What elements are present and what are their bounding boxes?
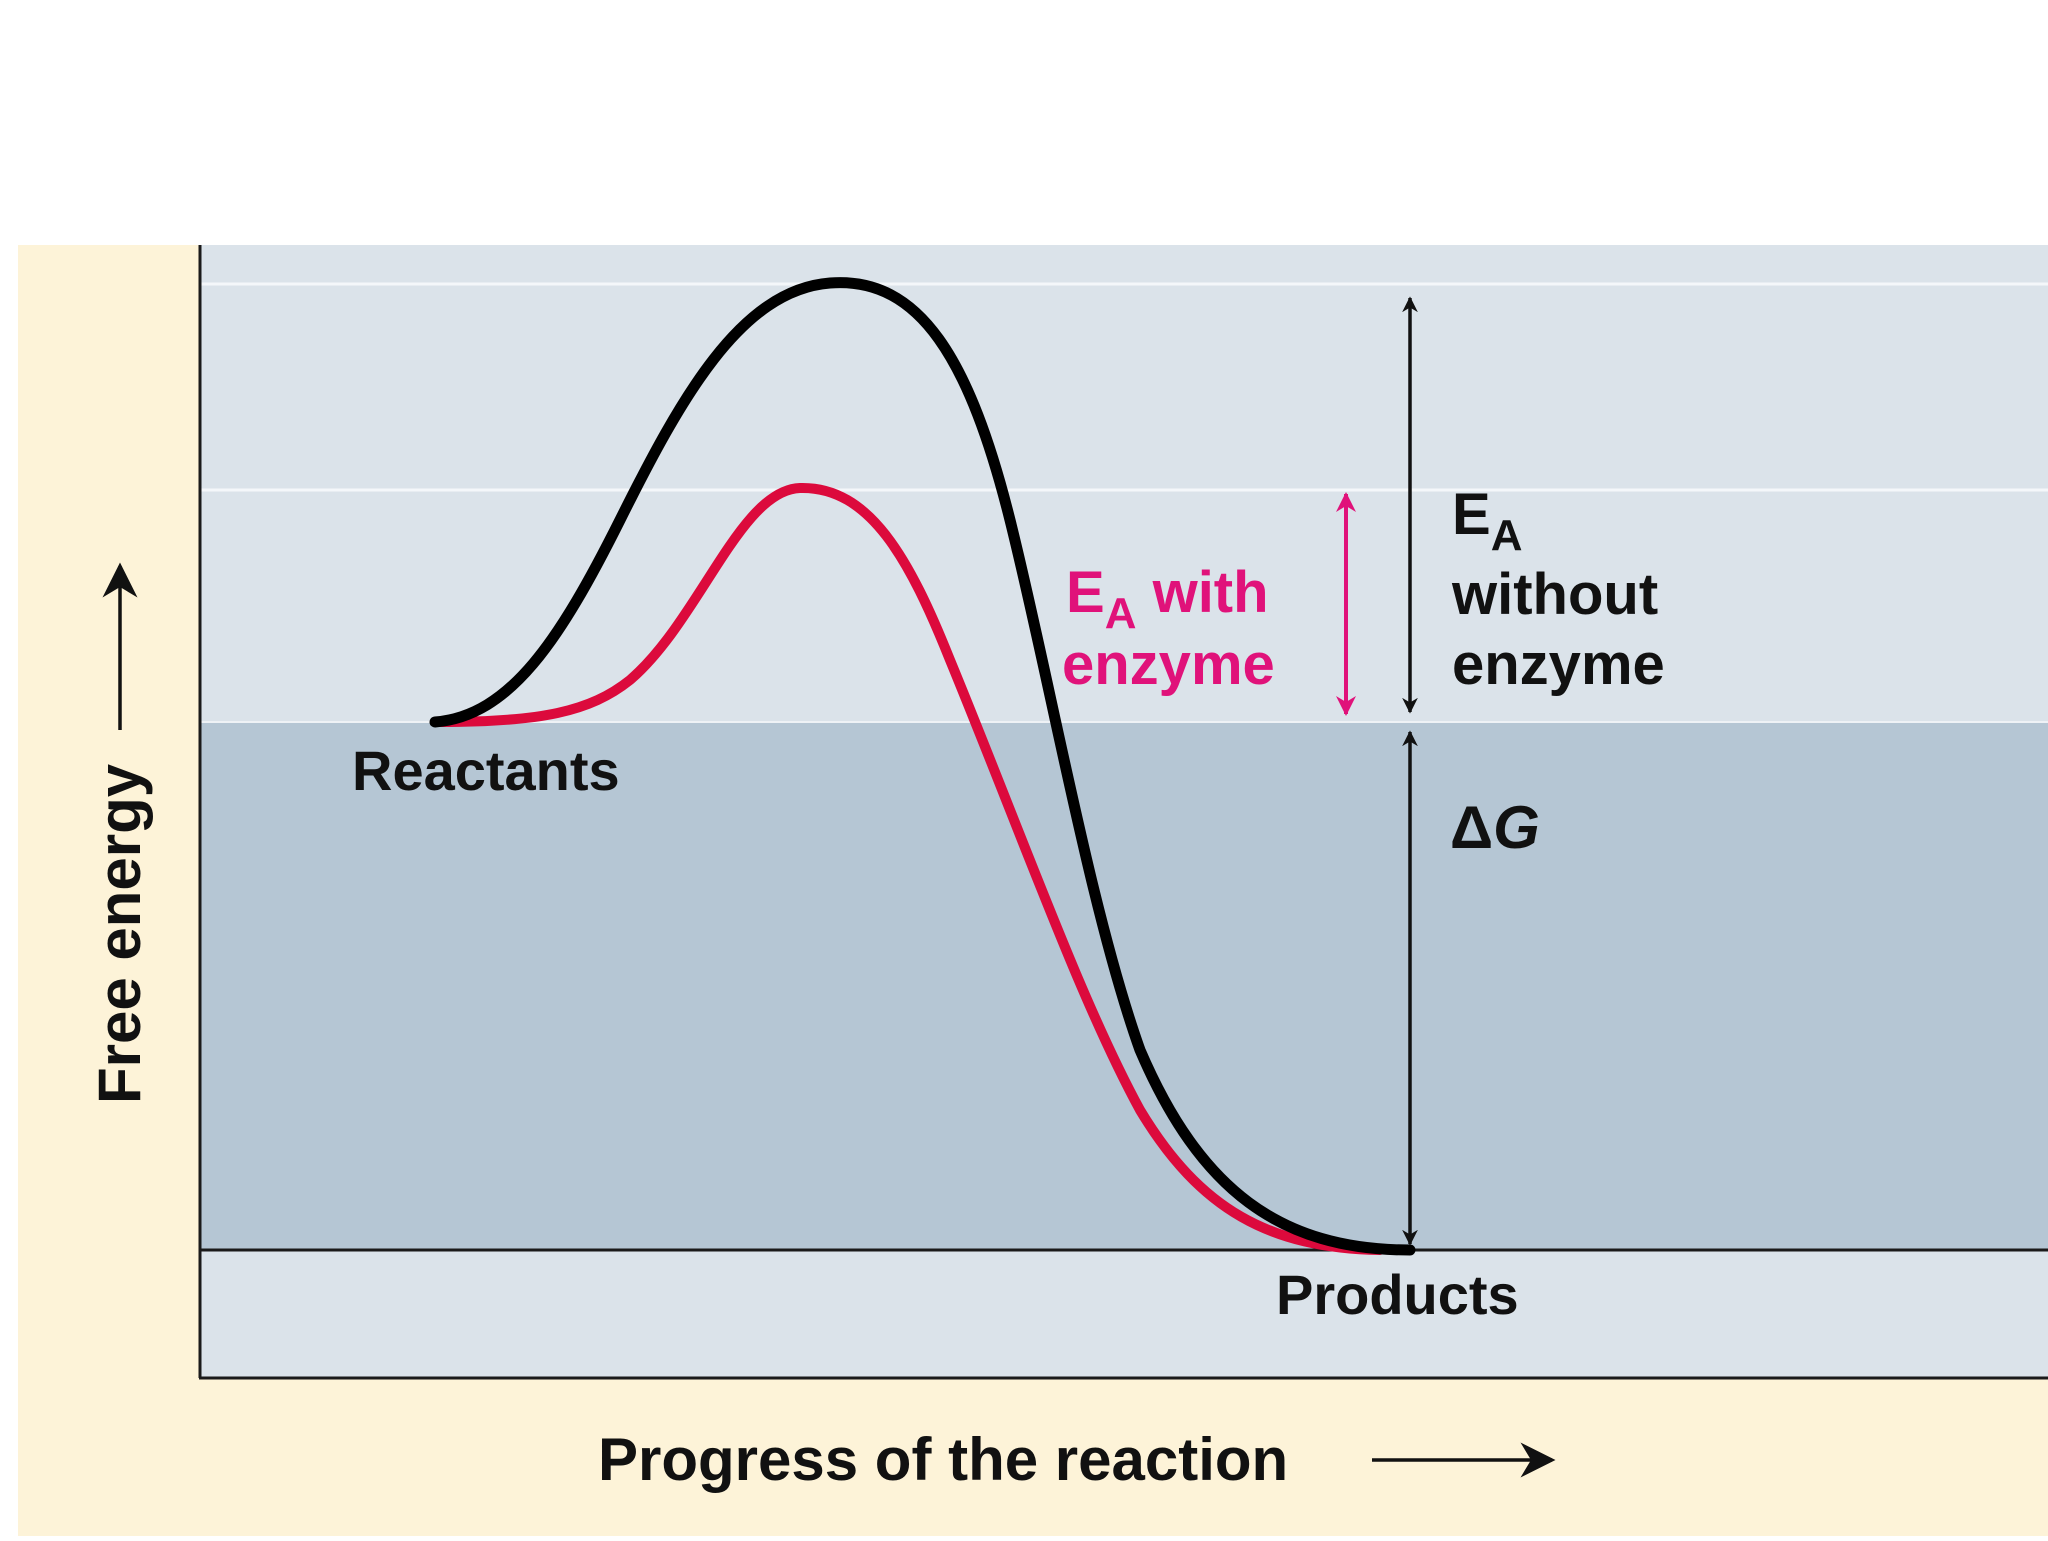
reactants-label: Reactants <box>352 739 620 802</box>
upper-panel <box>200 245 2048 722</box>
ea-without-label-line3: enzyme <box>1452 632 1665 697</box>
bottom-panel <box>200 1250 2048 1378</box>
ea-with-label-line2: enzyme <box>1062 632 1275 697</box>
y-axis-label: Free energy <box>86 763 153 1104</box>
x-axis-label: Progress of the reaction <box>598 1426 1288 1493</box>
products-label: Products <box>1276 1263 1519 1326</box>
ea-without-label-line1: EA <box>1452 482 1522 560</box>
catalyzed-curve <box>435 482 1385 1255</box>
uncatalyzed-curve <box>429 277 1416 1256</box>
ea-without-label-line2: without <box>1451 562 1658 627</box>
ea-with-label-line1: EA with <box>1066 560 1269 638</box>
delta-g-label: ΔG <box>1450 794 1540 861</box>
